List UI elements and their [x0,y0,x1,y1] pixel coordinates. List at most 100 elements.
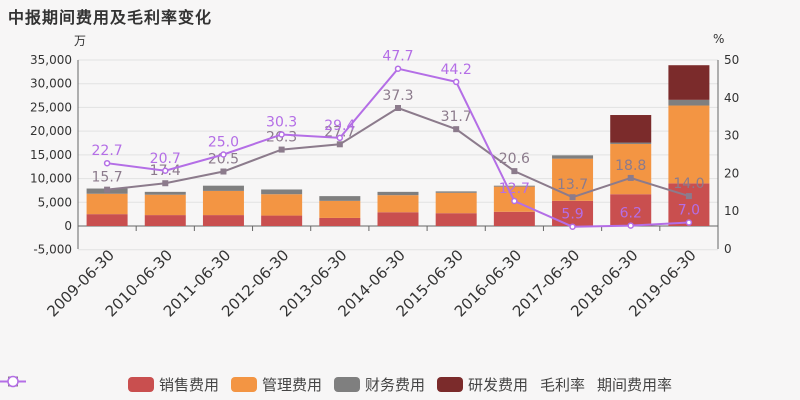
bar-1 [552,200,594,226]
line-point [336,134,344,142]
line-point [162,180,169,187]
bar-2 [86,193,128,215]
chart-legend: 销售费用 管理费用 财务费用 研发费用 毛利率 期间费用率 [0,374,800,395]
legend-item[interactable]: 管理费用 [230,374,322,395]
legend-swatch [230,377,257,392]
data-label: 22.7 [92,143,123,159]
line-point [278,131,285,138]
data-label: 14.0 [673,176,704,192]
legend-item[interactable]: 期间费用率 [0,374,673,395]
chart-title: 中报期间费用及毛利率变化 [8,8,213,27]
data-label: 13.7 [557,177,588,193]
line-point [685,193,692,200]
data-label: 6.2 [620,206,642,222]
data-label: 20.7 [150,151,181,167]
line-point [162,167,169,175]
legend-item[interactable]: 毛利率 [0,374,586,395]
left-axis-unit: 万 [74,34,87,48]
bar-1 [261,215,303,226]
bar-3 [610,142,652,144]
legend-swatch [437,377,463,392]
data-label: 12.7 [499,181,530,197]
bar-2 [552,158,594,201]
line-point [103,159,111,167]
bar-2 [435,192,477,214]
legend-label: 研发费用 [468,376,529,394]
legend-label: 毛利率 [540,376,586,394]
bar-3 [552,155,594,159]
legend-item[interactable]: 财务费用 [333,374,425,395]
bar-3 [144,191,186,195]
bar-4 [610,115,652,143]
line-point [453,126,460,133]
bar-3 [493,185,535,187]
right-tick-label: 30 [724,129,739,143]
legend-label: 期间费用率 [597,376,673,394]
bar-1 [319,217,361,226]
bar-3 [668,99,710,106]
left-tick-label: -5,000 [33,243,72,257]
data-label: 31.7 [441,109,472,125]
data-label: 29.4 [324,118,355,134]
line-point [452,78,460,86]
line-point [511,168,518,175]
bar-3 [319,196,361,201]
line-series-1 [106,106,690,199]
bar-1 [377,212,419,226]
left-tick-label: 15,000 [30,148,72,162]
line-point [395,105,401,112]
line-point [104,186,111,193]
bar-4 [668,65,710,100]
legend-label: 销售费用 [158,376,219,394]
data-label: 25.0 [208,135,239,151]
data-label: 37.3 [382,88,413,104]
data-label: 20.6 [499,151,530,167]
legend-label: 财务费用 [364,376,425,394]
legend-item[interactable]: 研发费用 [437,374,528,395]
right-tick-label: 20 [724,166,739,180]
bar-1 [493,211,535,226]
bar-1 [610,194,652,226]
line-point [685,219,693,226]
data-label: 7.0 [678,203,700,219]
bar-1 [144,215,186,226]
bar-1 [86,214,128,226]
data-label: 15.7 [92,170,123,186]
bar-3 [377,191,419,196]
left-tick-label: 0 [64,219,72,233]
data-label: 5.9 [561,207,583,223]
bar-2 [261,194,303,216]
line-point [278,146,285,153]
right-axis-unit: % [713,32,725,46]
bar-2 [202,190,244,216]
bar-1 [202,215,244,226]
right-tick-label: 50 [724,53,739,67]
data-label: 47.7 [382,49,413,65]
line-point [220,168,227,175]
bar-2 [668,105,710,184]
left-tick-label: 25,000 [30,100,72,114]
line-point [627,222,634,229]
legend-item[interactable]: 销售费用 [127,374,219,395]
right-tick-label: 0 [724,242,732,256]
bar-1 [668,183,710,226]
line-point [511,197,518,205]
data-label: 18.8 [615,158,646,174]
line-point [627,174,634,181]
bar-2 [319,200,361,218]
legend-line-swatch [0,375,26,388]
left-tick-label: 5,000 [38,195,72,209]
line-point [220,151,227,158]
line-point [569,223,576,230]
left-tick-label: 30,000 [30,77,72,91]
bar-3 [202,185,244,191]
left-tick-label: 10,000 [30,172,72,186]
left-tick-label: 20,000 [30,124,72,138]
bar-2 [144,194,186,216]
legend-swatch [333,377,360,392]
bar-3 [435,191,477,193]
bar-1 [435,213,477,226]
bar-2 [377,195,419,213]
right-tick-label: 40 [724,91,739,105]
